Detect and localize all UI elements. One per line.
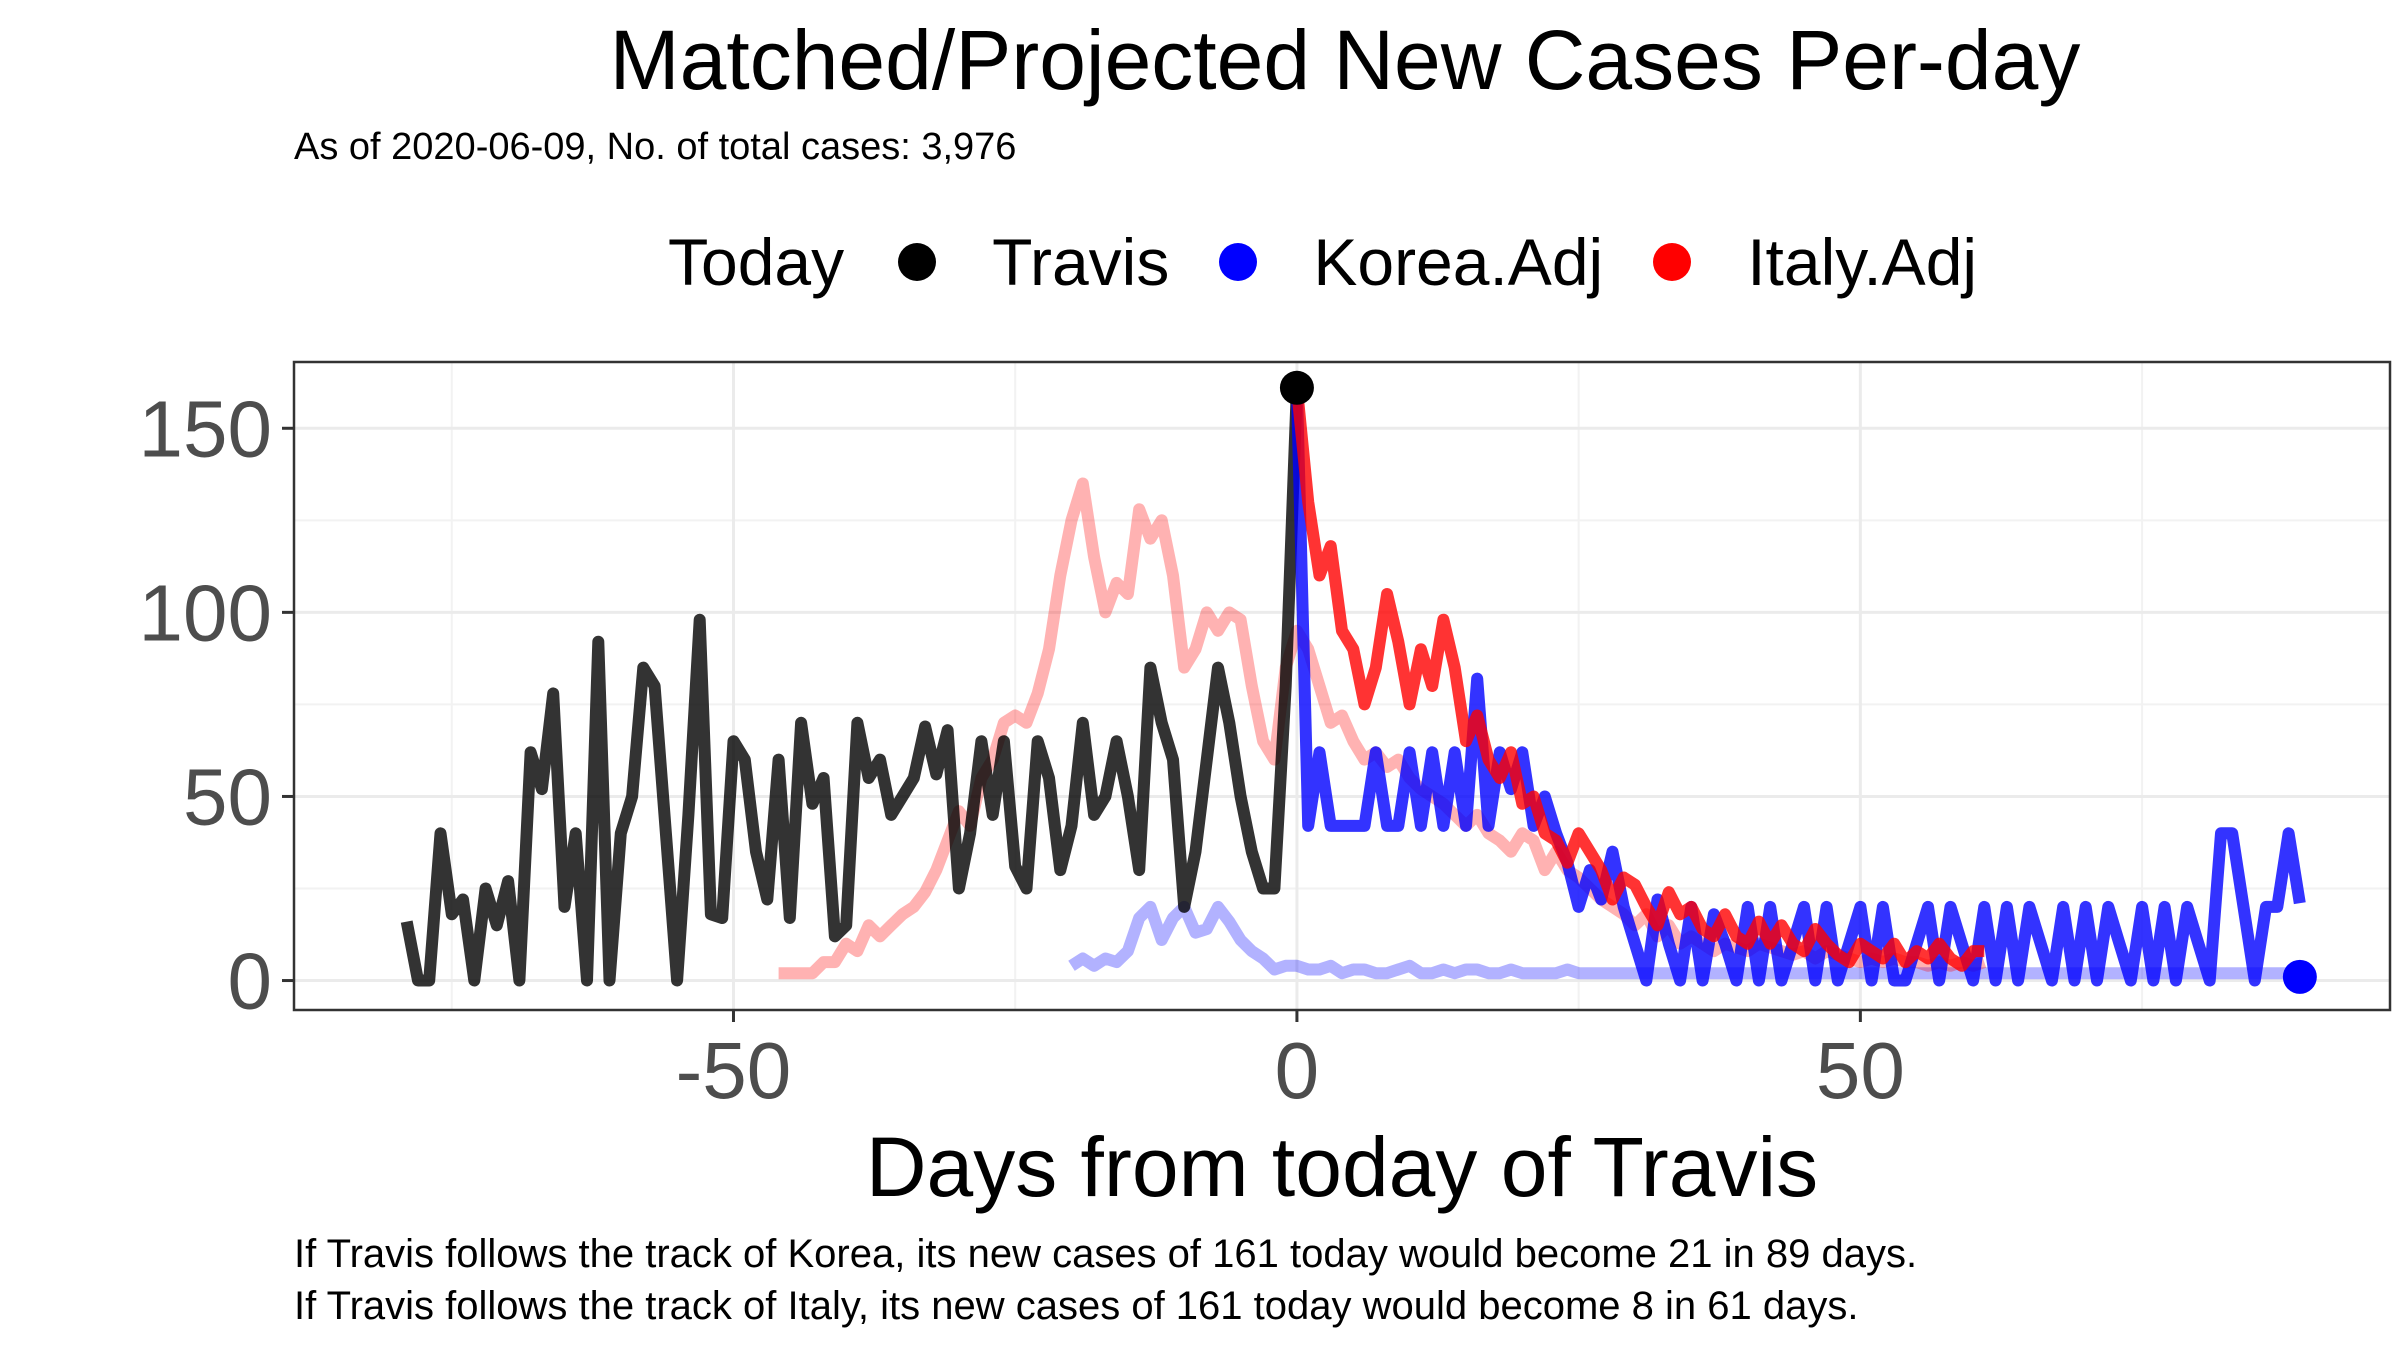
- chart-title: Matched/Projected New Cases Per-day: [609, 13, 2081, 107]
- plot-border: [292, 360, 2392, 1012]
- legend: Today Travis Korea.Adj Italy.Adj: [668, 222, 2027, 302]
- y-tick-label: 50: [183, 752, 272, 841]
- y-tick-label: 0: [228, 937, 273, 1026]
- caption-italy: If Travis follows the track of Italy, it…: [294, 1284, 1859, 1328]
- x-tick-label: 50: [1816, 1026, 1905, 1115]
- point-travis: [1279, 370, 1314, 405]
- x-axis-title: Days from today of Travis: [866, 1120, 1818, 1214]
- y-tick-label: 150: [139, 384, 272, 473]
- series-layer: [400, 387, 2306, 987]
- x-tick-label: 0: [1275, 1026, 1320, 1115]
- legend-item-italy-adj: Italy.Adj: [1653, 224, 1977, 300]
- series-line-travis: [400, 387, 1303, 987]
- series-line-korea-adj: [1290, 387, 2306, 987]
- x-tick-label: -50: [676, 1026, 792, 1115]
- legend-label-travis: Travis: [992, 225, 1170, 299]
- legend-label-italy-adj: Italy.Adj: [1747, 225, 1978, 299]
- caption-korea: If Travis follows the track of Korea, it…: [294, 1232, 1918, 1276]
- legend-item-travis: Travis: [898, 224, 1169, 300]
- legend-label-korea-adj: Korea.Adj: [1313, 225, 1604, 299]
- point-korea-adj: [2282, 959, 2317, 994]
- legend-item-korea-adj: Korea.Adj: [1219, 224, 1603, 300]
- legend-key-korea-adj: [1219, 243, 1258, 281]
- series-line-italy-adj: [1290, 387, 1985, 972]
- axes: -50 0 50 0 50 100 150: [139, 384, 1905, 1115]
- legend-title: Today: [668, 225, 845, 299]
- points-layer: [1279, 370, 2317, 994]
- legend-key-travis: [898, 243, 937, 281]
- legend-key-italy-adj: [1653, 243, 1692, 281]
- chart-subtitle: As of 2020-06-09, No. of total cases: 3,…: [294, 126, 1017, 168]
- y-tick-label: 100: [139, 568, 272, 657]
